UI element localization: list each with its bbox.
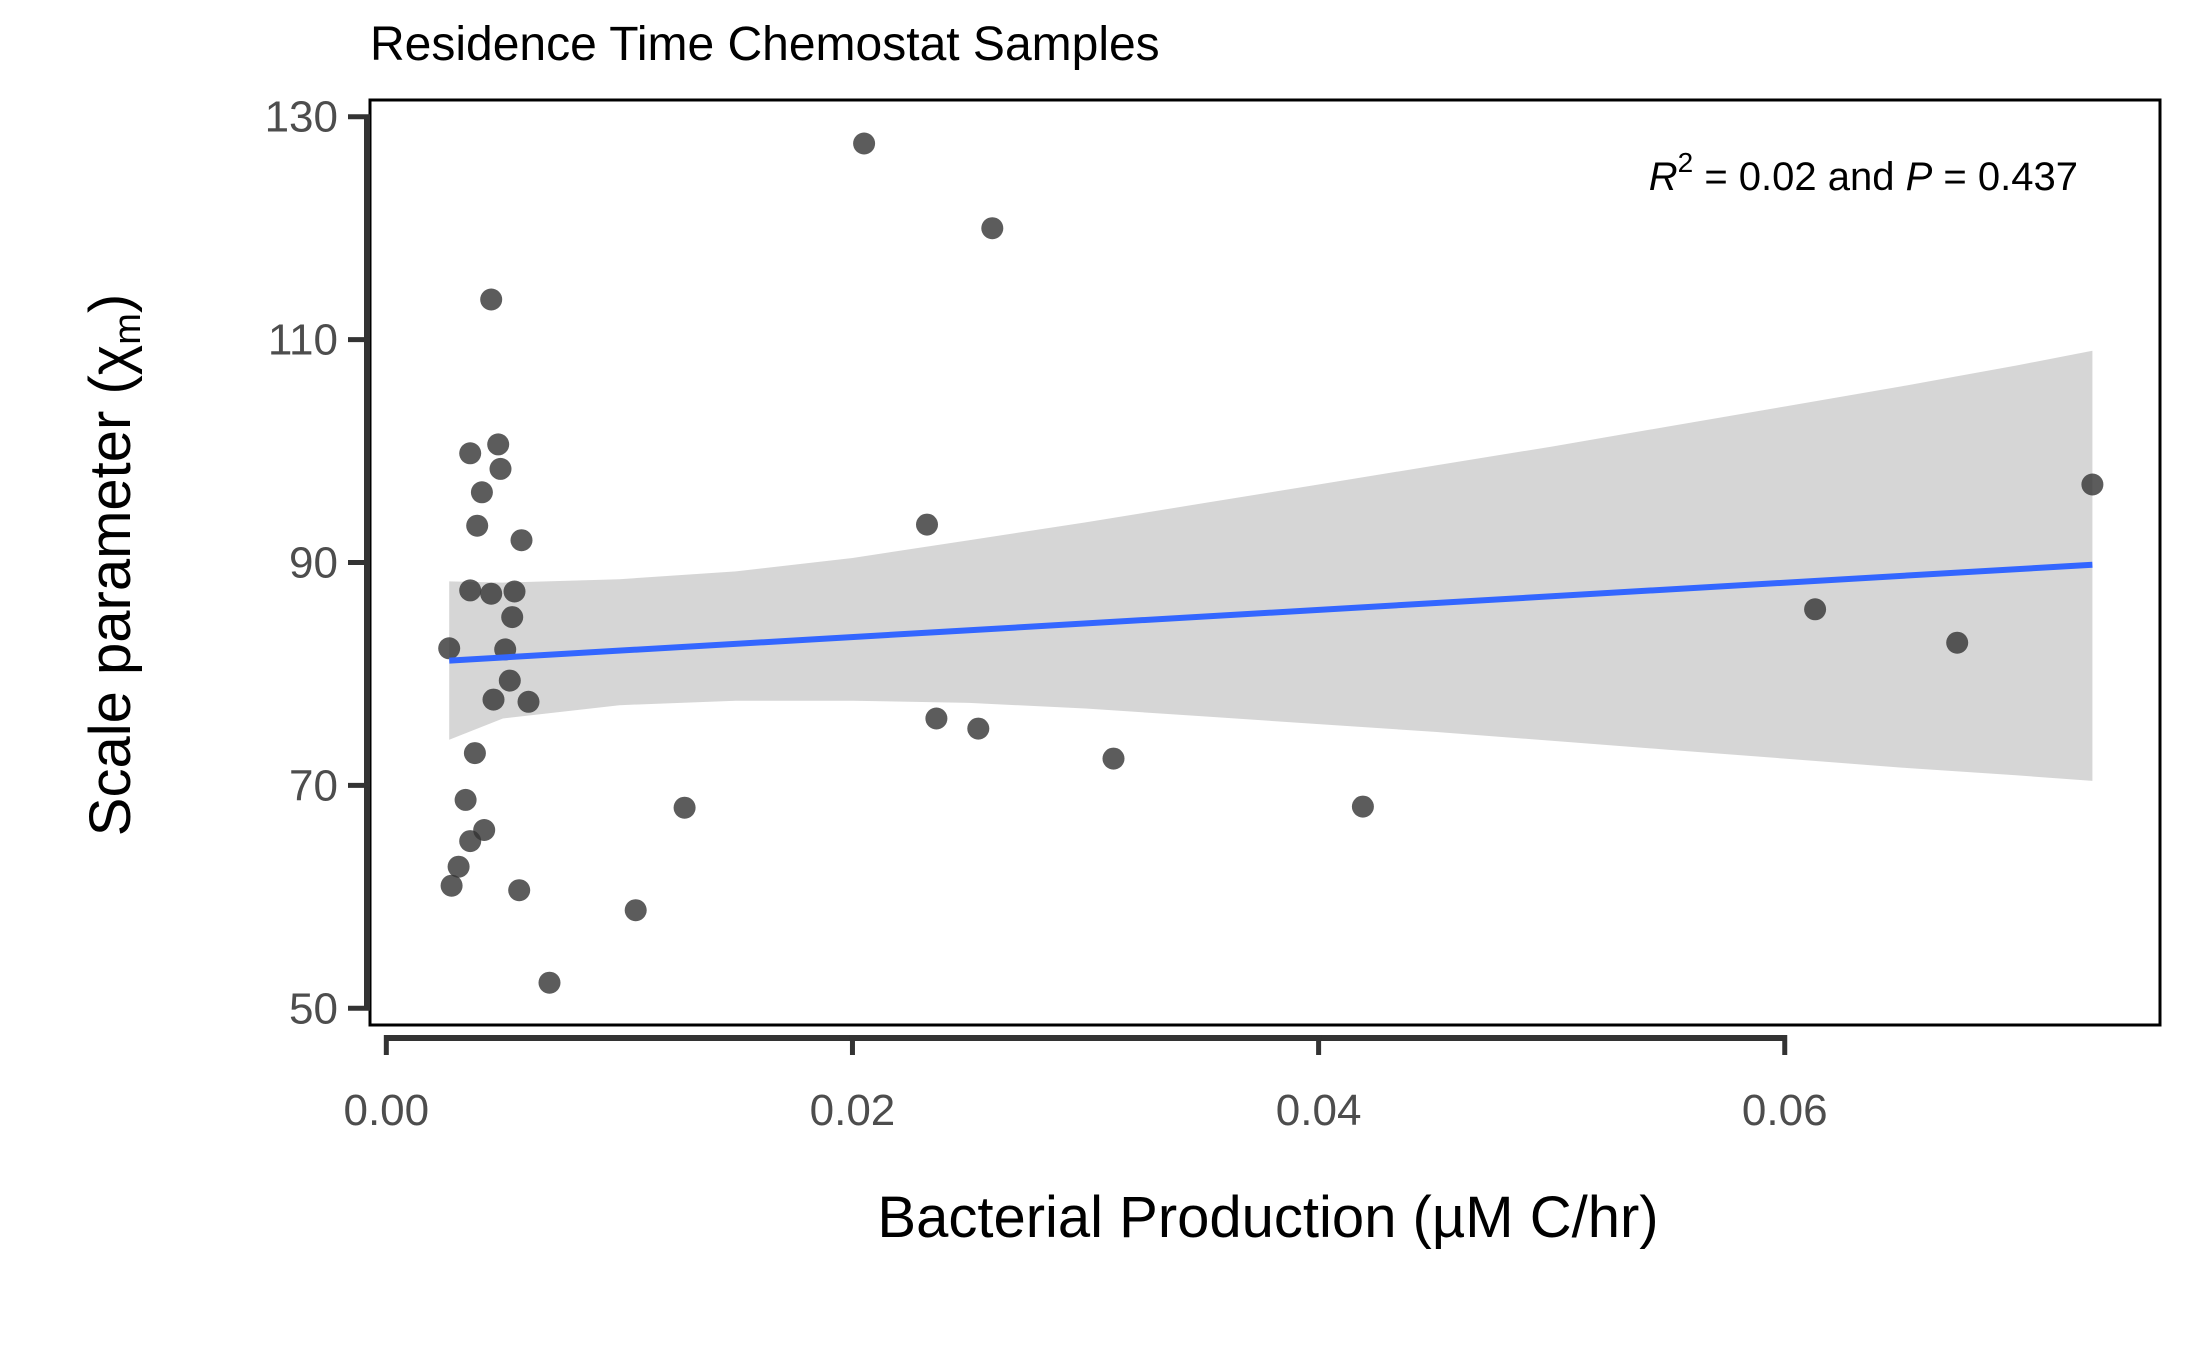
data-point-0 (438, 637, 461, 660)
data-point-29 (967, 717, 990, 740)
data-point-17 (498, 669, 521, 692)
data-point-8 (466, 514, 489, 537)
x-tick-label-0.04: 0.04 (1276, 1086, 1362, 1135)
y-axis-title-main: Scale parameter (χ (78, 345, 143, 836)
p-symbol: P (1906, 155, 1933, 199)
r-text: = 0.02 and (1693, 155, 1905, 199)
data-point-20 (508, 879, 531, 902)
data-point-18 (501, 606, 524, 629)
r-exponent: 2 (1678, 147, 1694, 178)
p-text: = 0.437 (1932, 155, 2078, 199)
data-point-12 (480, 288, 503, 311)
y-tick-label-90: 90 (289, 539, 338, 588)
chart-title: Residence Time Chemostat Samples (370, 18, 1160, 71)
data-point-32 (1351, 795, 1374, 818)
data-point-19 (503, 580, 526, 603)
data-point-2 (447, 855, 470, 878)
data-point-27 (916, 513, 938, 536)
confidence-band (449, 350, 2093, 781)
data-point-31 (1102, 747, 1125, 770)
points-layer (438, 132, 2104, 994)
data-point-24 (624, 899, 647, 922)
data-point-9 (470, 481, 493, 504)
data-point-11 (480, 582, 503, 605)
data-point-10 (473, 819, 496, 841)
fit-line-layer (449, 561, 2093, 664)
fit-line (449, 561, 2093, 664)
data-point-15 (489, 457, 512, 480)
r-symbol: R (1649, 155, 1678, 199)
data-point-4 (459, 579, 482, 602)
y-axis: 50 70 90 110 130 (265, 93, 370, 1033)
data-point-25 (673, 796, 696, 819)
data-point-7 (463, 742, 486, 765)
data-point-22 (517, 690, 540, 713)
y-axis-title: Scale parameter (χm) (78, 294, 149, 836)
data-point-5 (459, 442, 482, 465)
x-tick-label-0.00: 0.00 (343, 1086, 429, 1135)
data-point-26 (853, 132, 876, 155)
stats-annotation: R2 = 0.02 and P = 0.437 (1649, 147, 2078, 199)
data-point-14 (487, 433, 510, 456)
x-axis: 0.00 0.02 0.04 0.06 (343, 1035, 1828, 1135)
data-point-21 (510, 529, 533, 552)
x-tick-label-0.02: 0.02 (810, 1086, 896, 1135)
y-tick-label-50: 50 (289, 984, 338, 1033)
x-axis-title: Bacterial Production (µM C/hr) (877, 1185, 1658, 1250)
y-axis-title-close: ) (78, 294, 143, 313)
y-tick-label-130: 130 (265, 93, 338, 142)
data-point-3 (454, 788, 477, 811)
data-point-13 (482, 688, 505, 711)
y-tick-label-70: 70 (289, 761, 338, 810)
y-axis-title-subscript: m (107, 313, 149, 345)
x-tick-label-0.06: 0.06 (1742, 1086, 1828, 1135)
data-point-23 (538, 971, 561, 994)
y-tick-label-110: 110 (268, 316, 338, 365)
data-point-35 (2081, 473, 2104, 496)
data-point-34 (1946, 631, 1969, 654)
confidence-band-layer (449, 350, 2093, 781)
data-point-30 (981, 217, 1004, 240)
data-point-1 (440, 874, 463, 897)
data-point-28 (925, 707, 948, 730)
data-point-33 (1804, 598, 1827, 621)
